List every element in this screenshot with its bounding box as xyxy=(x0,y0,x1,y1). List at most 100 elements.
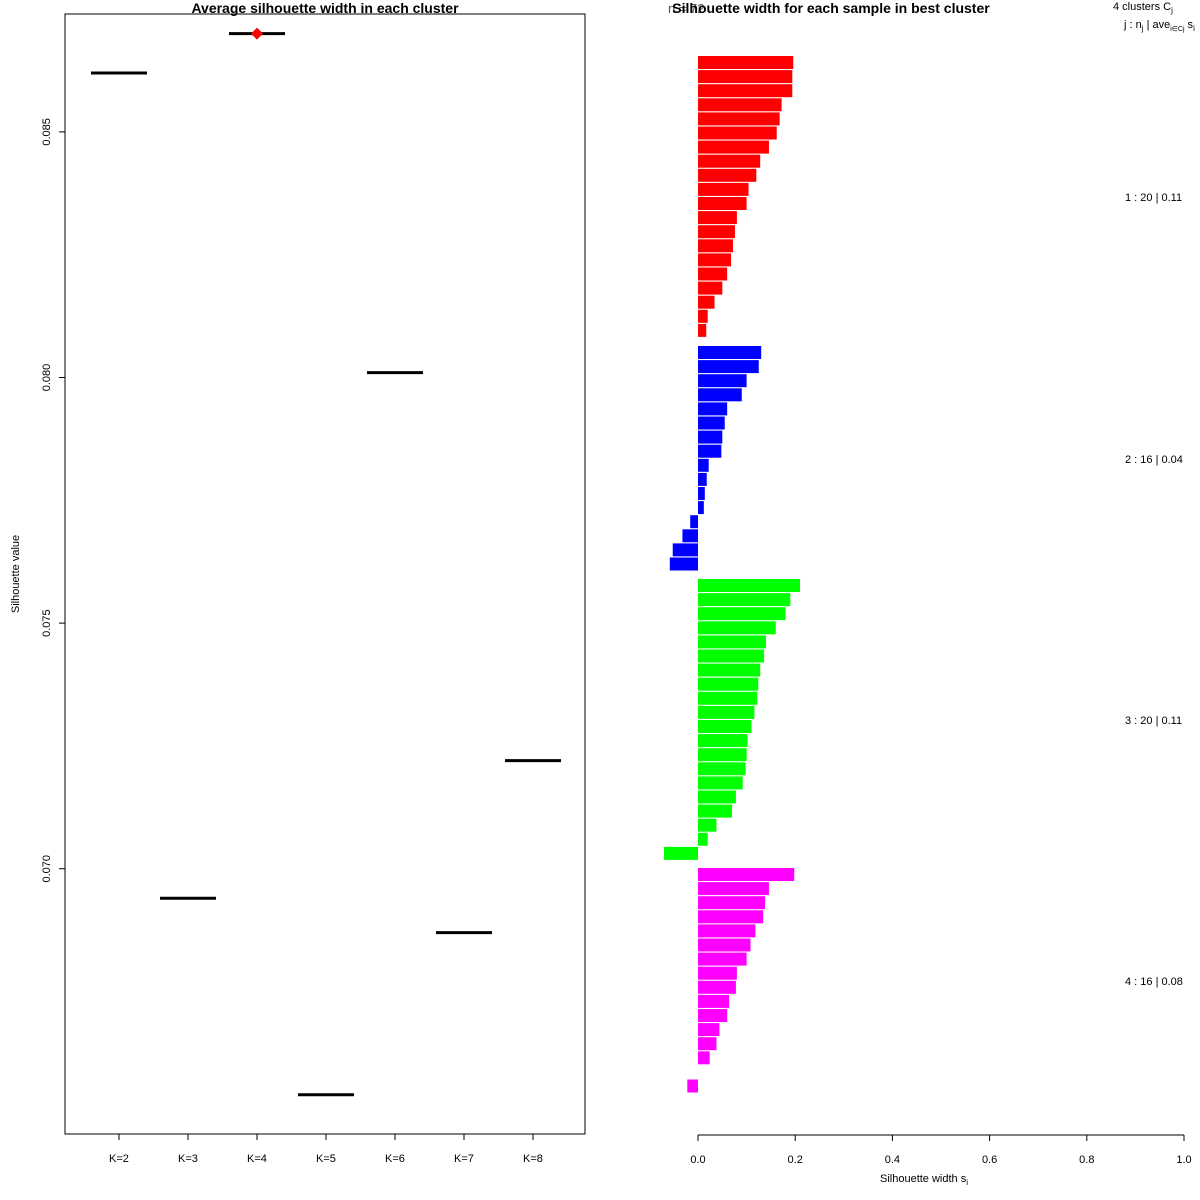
bar-cluster-2-2 xyxy=(698,360,759,374)
bar-cluster-1-15 xyxy=(698,253,732,267)
bar-cluster-1-20 xyxy=(698,323,707,337)
bar-cluster-1-12 xyxy=(698,211,737,225)
legend-header-2-end: s xyxy=(1185,19,1194,31)
legend-header-2-sub2: i∈Cj xyxy=(1170,26,1185,33)
bar-cluster-2-15 xyxy=(672,543,698,557)
bar-cluster-3-18 xyxy=(698,818,717,832)
bar-cluster-3-15 xyxy=(698,776,743,790)
bar-cluster-3-7 xyxy=(698,663,761,677)
right-x-tick-label-3: 0.6 xyxy=(982,1154,997,1166)
right-x-tick-label-1: 0.2 xyxy=(788,1154,803,1166)
bar-cluster-4-6 xyxy=(698,938,751,952)
bar-cluster-2-16 xyxy=(669,557,698,571)
legend-header-2-text: j : n xyxy=(1123,19,1142,31)
left-x-tick-label-0: K=2 xyxy=(109,1153,129,1165)
bar-cluster-3-19 xyxy=(698,832,708,846)
bar-cluster-4-11 xyxy=(698,1009,728,1022)
bar-cluster-2-9 xyxy=(698,458,709,472)
bar-cluster-2-13 xyxy=(690,515,698,529)
left-x-tick-label-6: K=8 xyxy=(523,1153,543,1165)
legend-header-1-text: 4 clusters C xyxy=(1113,1,1171,13)
bar-cluster-1-17 xyxy=(698,281,723,295)
bar-cluster-4-8 xyxy=(698,966,737,980)
left-y-axis: 0.070 0.075 0.080 0.085 xyxy=(41,118,65,883)
left-x-tick-label-4: K=6 xyxy=(385,1153,405,1165)
bar-cluster-4-4 xyxy=(698,910,764,924)
right-bars xyxy=(663,56,801,1093)
right-x-axis: 0.0 0.2 0.4 0.6 0.8 1.0 xyxy=(690,1134,1192,1166)
left-x-tick-label-5: K=7 xyxy=(454,1153,474,1165)
cluster-label-3: 3 : 20 | 0.11 xyxy=(1125,715,1182,727)
bar-cluster-1-16 xyxy=(698,267,728,281)
bar-cluster-4-7 xyxy=(698,952,747,966)
bar-cluster-2-10 xyxy=(698,472,707,486)
right-chart-title: Silhouette width for each sample in best… xyxy=(672,0,990,16)
right-x-axis-label-text: Silhouette width s xyxy=(880,1173,967,1185)
left-y-tick-label-3: 0.085 xyxy=(41,118,53,146)
bar-cluster-3-16 xyxy=(698,790,736,804)
bar-cluster-4-2 xyxy=(698,882,769,896)
bar-cluster-4-16 xyxy=(687,1079,698,1093)
bar-cluster-2-12 xyxy=(698,501,704,515)
left-y-tick-label-2: 0.080 xyxy=(41,364,53,392)
bar-cluster-1-19 xyxy=(698,309,708,323)
left-chart-title: Average silhouette width in each cluster xyxy=(191,0,459,16)
right-x-tick-label-5: 1.0 xyxy=(1176,1154,1191,1166)
left-x-axis: K=2 K=3 K=4 K=5 K=6 K=7 K=8 xyxy=(109,1134,543,1165)
bar-cluster-3-9 xyxy=(698,691,758,705)
right-x-axis-label: Silhouette width si xyxy=(880,1173,968,1187)
bar-cluster-3-20 xyxy=(663,846,698,860)
bar-cluster-4-13 xyxy=(698,1037,717,1051)
bar-cluster-4-12 xyxy=(698,1023,720,1037)
bar-cluster-1-18 xyxy=(698,295,715,309)
bar-cluster-1-4 xyxy=(698,98,782,112)
bar-cluster-1-3 xyxy=(698,84,793,98)
bar-cluster-3-13 xyxy=(698,748,747,762)
left-best-marker xyxy=(251,27,263,40)
right-x-tick-label-4: 0.8 xyxy=(1079,1154,1094,1166)
bar-cluster-1-13 xyxy=(698,225,735,239)
bar-cluster-1-2 xyxy=(698,70,793,84)
right-x-tick-label-2: 0.4 xyxy=(885,1154,900,1166)
left-y-tick-label-0: 0.070 xyxy=(41,855,53,883)
bar-cluster-1-7 xyxy=(698,140,769,154)
bar-cluster-2-1 xyxy=(698,346,762,359)
bar-cluster-2-14 xyxy=(682,529,698,543)
right-x-axis-label-sub: i xyxy=(966,1178,968,1187)
bar-cluster-4-3 xyxy=(698,896,766,910)
bar-cluster-3-17 xyxy=(698,804,733,818)
bar-cluster-3-14 xyxy=(698,762,746,776)
bar-cluster-3-8 xyxy=(698,677,759,691)
cluster-label-4: 4 : 16 | 0.08 xyxy=(1125,976,1183,988)
bar-cluster-4-1 xyxy=(698,868,795,881)
legend-header-1-sub: j xyxy=(1170,6,1173,15)
bar-cluster-3-11 xyxy=(698,720,752,733)
right-x-tick-label-0: 0.0 xyxy=(690,1154,705,1166)
bar-cluster-3-12 xyxy=(698,734,748,748)
legend-header-2-end-sub: i xyxy=(1193,24,1195,33)
bar-cluster-1-5 xyxy=(698,112,780,126)
bar-cluster-4-9 xyxy=(698,980,736,994)
bar-cluster-2-4 xyxy=(698,388,742,402)
left-y-tick-label-1: 0.075 xyxy=(41,609,53,637)
bar-cluster-1-10 xyxy=(698,182,749,196)
bar-cluster-2-3 xyxy=(698,374,747,388)
left-plot-frame xyxy=(64,13,586,1135)
bar-cluster-2-7 xyxy=(698,430,723,444)
left-x-tick-label-2: K=4 xyxy=(247,1153,267,1165)
bar-cluster-1-6 xyxy=(698,126,777,140)
cluster-label-2: 2 : 16 | 0.04 xyxy=(1125,454,1183,466)
right-panel: n = 72 Silhouette width for each sample … xyxy=(663,0,1195,1187)
left-marks xyxy=(91,27,561,1097)
bar-cluster-3-4 xyxy=(698,621,776,635)
cluster-label-1: 1 : 20 | 0.11 xyxy=(1125,192,1182,204)
bar-cluster-1-14 xyxy=(698,239,733,253)
bar-cluster-1-9 xyxy=(698,168,757,182)
legend-header-2-rest: | ave xyxy=(1144,19,1171,31)
bar-cluster-3-3 xyxy=(698,607,786,621)
legend-header-line-2: j : nj | avei∈Cj si xyxy=(1123,19,1195,33)
bar-cluster-3-1 xyxy=(698,579,801,592)
left-y-axis-label: Silhouette value xyxy=(10,535,22,613)
left-x-tick-label-3: K=5 xyxy=(316,1153,336,1165)
bar-cluster-1-11 xyxy=(698,197,747,210)
